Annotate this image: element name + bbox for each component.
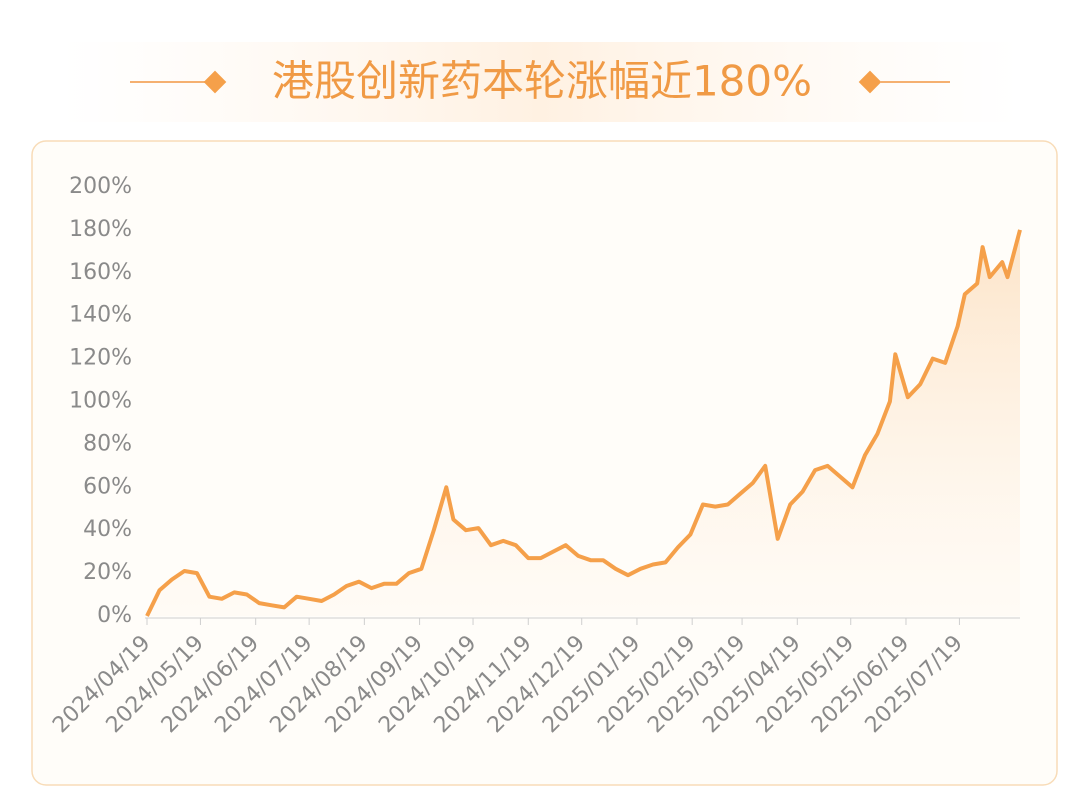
- y-tick-label: 120%: [69, 346, 132, 371]
- y-tick-label: 160%: [69, 260, 132, 285]
- chart-card: [31, 140, 1058, 786]
- y-tick-label: 0%: [97, 603, 132, 628]
- y-tick-label: 140%: [69, 303, 132, 328]
- area: [147, 229, 1020, 616]
- y-tick-label: 80%: [83, 431, 132, 456]
- y-tick-label: 20%: [83, 560, 132, 585]
- title-diamond: [203, 70, 227, 94]
- chart-title: 港股创新药本轮涨幅近180%: [272, 57, 812, 106]
- line: [145, 229, 1022, 617]
- y-tick-label: 40%: [83, 517, 132, 542]
- y-tick-label: 60%: [83, 474, 132, 499]
- y-tick-label: 180%: [69, 217, 132, 242]
- y-tick-label: 100%: [69, 389, 132, 414]
- y-tick-label: 200%: [69, 174, 132, 199]
- title-diamond: [858, 70, 882, 94]
